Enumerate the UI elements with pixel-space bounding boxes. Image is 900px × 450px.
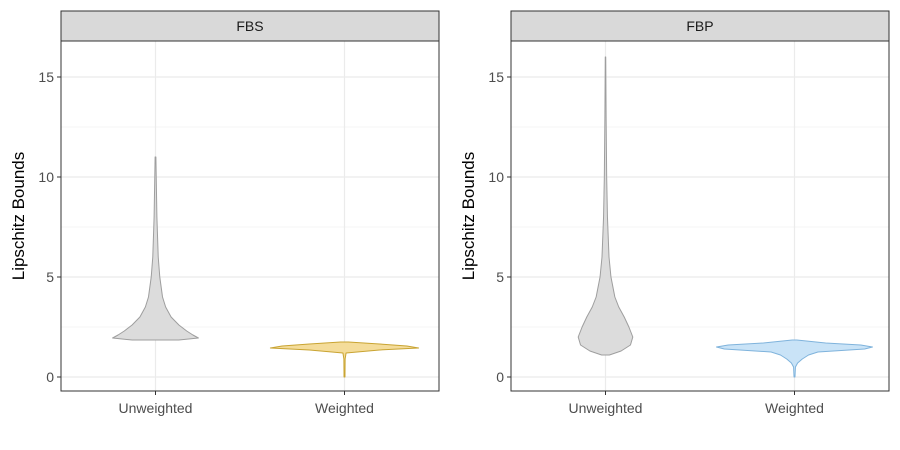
facet-panel-fbs: FBS 0 5 10 15 Unweighted Weighted Lipschitz … — [9, 10, 440, 416]
y-tick-label: 0 — [496, 369, 504, 385]
facet-label-fbp: FBP — [686, 18, 713, 34]
panel-border-fbs — [60, 40, 440, 392]
y-tick-label: 15 — [38, 69, 54, 85]
y-tick-label: 0 — [46, 369, 54, 385]
violins-fbp — [577, 56, 873, 378]
facet-label-fbs: FBS — [236, 18, 263, 34]
facet-panel-fbp: FBP 0 5 10 15 Unweighted Weighted Lipschitz … — [459, 10, 890, 416]
x-tick-label: Unweighted — [569, 400, 643, 416]
y-tick-label: 10 — [38, 169, 54, 185]
x-tick-label: Weighted — [315, 400, 374, 416]
violin-weighted — [716, 339, 873, 378]
violin-unweighted — [577, 56, 634, 356]
gridlines-fbp — [511, 41, 889, 391]
y-tick-label: 5 — [496, 269, 504, 285]
x-tick-label: Weighted — [765, 400, 824, 416]
violins-fbs — [112, 156, 420, 378]
facet-strip-fbp — [510, 10, 890, 42]
violin-weighted — [269, 341, 420, 378]
facet-strip-fbs — [60, 10, 440, 42]
y-axis-ticks-fbs: 0 5 10 15 — [38, 69, 61, 385]
y-axis-title-fbs: Lipschitz Bounds — [9, 152, 28, 281]
x-axis-ticks-fbs: Unweighted Weighted — [119, 391, 374, 416]
violin-unweighted — [112, 156, 199, 341]
y-tick-label: 5 — [46, 269, 54, 285]
x-tick-label: Unweighted — [119, 400, 193, 416]
y-tick-label: 10 — [488, 169, 504, 185]
y-axis-ticks-fbp: 0 5 10 15 — [488, 69, 511, 385]
gridlines-fbs — [61, 41, 439, 391]
y-tick-label: 15 — [488, 69, 504, 85]
panel-border-fbp — [510, 40, 890, 392]
x-axis-ticks-fbp: Unweighted Weighted — [569, 391, 824, 416]
y-axis-title-fbp: Lipschitz Bounds — [459, 152, 478, 281]
